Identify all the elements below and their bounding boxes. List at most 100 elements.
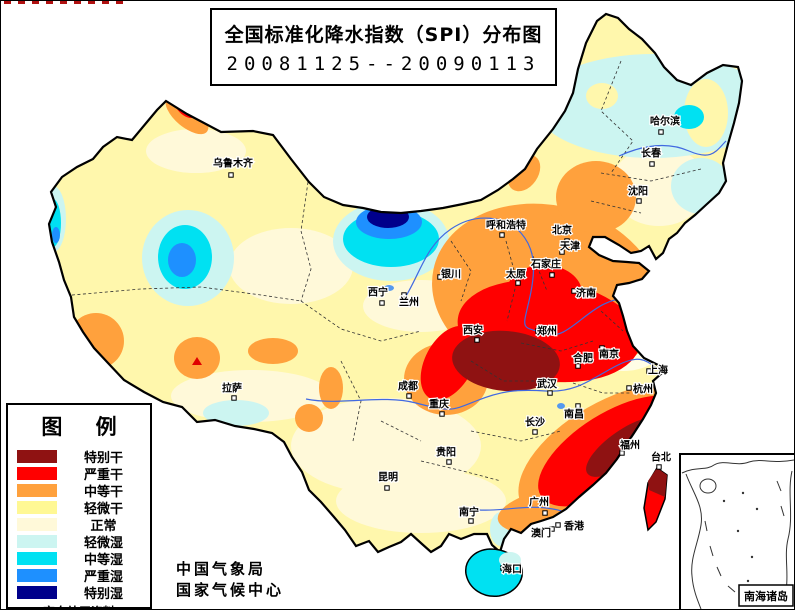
city-marker xyxy=(575,403,581,409)
legend-swatch xyxy=(17,450,57,463)
map-title: 全国标准化降水指数（SPI）分布图 xyxy=(224,23,543,46)
city-label-长沙: 长沙 xyxy=(525,416,545,429)
legend-title: 图 例 xyxy=(41,415,117,439)
city-label-福州: 福州 xyxy=(619,439,640,452)
city-marker xyxy=(555,522,561,528)
legend-swatch xyxy=(17,552,57,565)
city-marker xyxy=(547,390,553,396)
inset-hainan xyxy=(699,478,717,494)
legend-swatch xyxy=(17,586,57,599)
city-label-澳门: 澳门 xyxy=(531,527,551,540)
city-label-天津: 天津 xyxy=(560,240,580,253)
inset-label: 南海诸岛 xyxy=(744,589,788,603)
legend-label: 轻微湿 xyxy=(83,536,123,551)
city-marker xyxy=(446,459,452,465)
spi-contour-layer xyxy=(49,14,742,546)
city-marker xyxy=(515,280,521,286)
legend-row: 严重湿 xyxy=(8,567,150,585)
city-marker xyxy=(619,450,625,456)
hainan-island xyxy=(465,548,523,597)
lake xyxy=(557,403,565,409)
city-marker xyxy=(564,238,570,244)
legend-row: 正常 xyxy=(8,516,150,534)
city-label-上海: 上海 xyxy=(648,364,668,377)
city-marker xyxy=(474,337,480,343)
city-label-乌鲁木齐: 乌鲁木齐 xyxy=(213,157,254,170)
city-marker xyxy=(649,161,655,167)
city-label-南京: 南京 xyxy=(599,348,619,361)
city-marker xyxy=(658,129,664,135)
city-marker xyxy=(549,272,555,278)
city-label-拉萨: 拉萨 xyxy=(222,382,242,395)
city-marker xyxy=(535,328,541,334)
city-label-合肥: 合肥 xyxy=(572,352,593,365)
legend-label: 特别湿 xyxy=(83,587,123,602)
city-label-北京: 北京 xyxy=(552,224,572,237)
legend-swatch xyxy=(17,518,57,531)
city-marker xyxy=(228,172,234,178)
city-marker xyxy=(532,429,538,435)
legend-label: 特别干 xyxy=(83,451,123,466)
city-label-杭州: 杭州 xyxy=(633,383,653,396)
map-date-range: 20081125--20090113 xyxy=(226,52,541,75)
city-label-昆明: 昆明 xyxy=(378,472,398,484)
city-label-呼和浩特: 呼和浩特 xyxy=(486,219,526,232)
agency-line2: 国家气候中心 xyxy=(176,581,285,599)
city-label-贵阳: 贵阳 xyxy=(436,446,456,459)
city-marker xyxy=(549,526,555,532)
city-marker xyxy=(575,363,581,369)
legend-row: 中等湿 xyxy=(8,550,150,568)
agency-credit: 中国气象局 国家气候中心 xyxy=(176,559,284,601)
city-marker xyxy=(231,395,237,401)
city-marker xyxy=(571,288,577,294)
legend-row: 中等干 xyxy=(8,482,150,500)
legend-label: 中等干 xyxy=(83,485,123,500)
city-label-银川: 银川 xyxy=(441,268,461,281)
city-label-南宁: 南宁 xyxy=(459,506,479,519)
legend-swatch xyxy=(17,535,57,548)
city-marker xyxy=(559,249,565,255)
city-label-沈阳: 沈阳 xyxy=(628,185,648,198)
legend-rows: 特别干严重干中等干轻微干正常轻微湿 中等湿严重湿特别湿 xyxy=(8,448,150,602)
city-marker xyxy=(599,345,605,351)
city-marker xyxy=(499,232,505,238)
city-marker xyxy=(439,411,445,417)
qinghai-lake xyxy=(384,285,394,291)
legend-label: 严重干 xyxy=(83,468,123,483)
city-label-济南: 济南 xyxy=(576,287,596,300)
city-marker xyxy=(379,300,385,306)
city-marker xyxy=(636,198,642,204)
inset-dash-line xyxy=(704,480,785,593)
city-label-广州: 广州 xyxy=(529,496,549,509)
legend-swatch xyxy=(17,467,57,480)
legend-row: 轻微湿 xyxy=(8,533,150,551)
south-china-sea-inset: 南海诸岛 xyxy=(679,453,794,609)
cropped-red-text xyxy=(4,1,124,4)
legend-swatch xyxy=(17,501,57,514)
map-title-box: 全国标准化降水指数（SPI）分布图 20081125--20090113 xyxy=(210,8,557,86)
city-marker xyxy=(656,464,662,470)
legend-label: 严重湿 xyxy=(83,570,123,585)
city-marker xyxy=(646,368,652,374)
city-label-海口: 海口 xyxy=(502,563,522,576)
legend-swatch xyxy=(17,484,57,497)
agency-line1: 中国气象局 xyxy=(176,560,267,578)
city-label-重庆: 重庆 xyxy=(429,398,449,411)
legend-swatch xyxy=(17,569,57,582)
legend-row: 轻微干 xyxy=(8,499,150,517)
city-label-成都: 成都 xyxy=(398,380,418,393)
city-marker xyxy=(406,393,412,399)
city-label-石家庄: 石家庄 xyxy=(530,258,561,271)
city-marker xyxy=(468,518,474,524)
city-label-西宁: 西宁 xyxy=(368,286,388,299)
city-label-郑州: 郑州 xyxy=(537,325,557,338)
city-marker xyxy=(437,274,443,280)
city-marker xyxy=(626,385,632,391)
legend-label: 轻微干 xyxy=(83,502,123,517)
legend-label: 正常 xyxy=(90,519,117,534)
city-marker xyxy=(384,485,390,491)
legend-footnote: 空白处无资料 xyxy=(8,603,150,609)
